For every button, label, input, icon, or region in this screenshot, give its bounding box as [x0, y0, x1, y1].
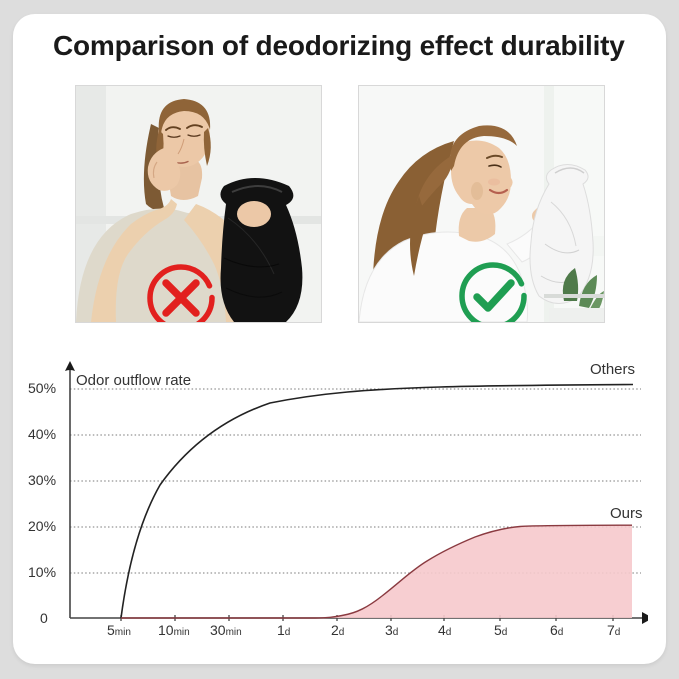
svg-text:7d: 7d: [607, 622, 620, 635]
svg-text:10%: 10%: [28, 564, 56, 580]
svg-text:6d: 6d: [550, 622, 563, 635]
svg-text:5min: 5min: [107, 622, 131, 635]
svg-text:0: 0: [40, 610, 48, 626]
svg-text:1d: 1d: [277, 622, 290, 635]
svg-text:5d: 5d: [494, 622, 507, 635]
svg-text:50%: 50%: [28, 380, 56, 396]
svg-text:3d: 3d: [385, 622, 398, 635]
svg-text:30min: 30min: [210, 622, 242, 635]
svg-text:40%: 40%: [28, 426, 56, 442]
svg-text:20%: 20%: [28, 518, 56, 534]
svg-text:Ours: Ours: [610, 505, 643, 522]
svg-text:10min: 10min: [158, 622, 190, 635]
svg-text:Others: Others: [590, 361, 635, 378]
svg-text:4d: 4d: [438, 622, 451, 635]
svg-text:30%: 30%: [28, 472, 56, 488]
svg-text:2d: 2d: [331, 622, 344, 635]
svg-text:Odor outflow rate: Odor outflow rate: [76, 372, 191, 389]
